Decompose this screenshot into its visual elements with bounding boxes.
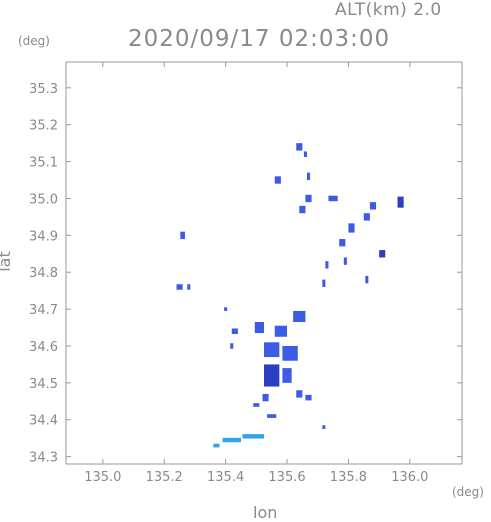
y-tick-label: 34.9 [29,229,58,244]
echo-cell [262,393,269,402]
echo-cell [343,257,347,265]
altitude-label: ALT(km) 2.0 [335,0,442,20]
x-axis-label: lon [253,503,278,522]
echo-cell [306,172,311,181]
plot-border [65,61,463,465]
echo-cell [213,443,220,448]
echo-cell [369,202,377,210]
x-tick-label: 135.0 [84,470,121,485]
echo-cell [322,279,326,287]
echo-cell [296,143,303,151]
x-tick-label: 135.6 [268,470,305,485]
echo-cell [305,194,312,203]
x-tick-label: 135.2 [146,470,183,485]
y-tick-label: 34.4 [29,414,58,429]
tick-layer: 135.0 135.2 135.4 135.6 135.8 136.0 34.3 34.4 34… [29,62,462,485]
echo-cell [325,261,329,269]
x-tick-label: 135.4 [207,470,244,485]
echo-cell [176,284,183,290]
echo-cell [379,250,386,258]
echo-cell [305,394,312,401]
echo-cell [293,310,306,323]
echo-cell [303,151,307,157]
y-axis-unit: (deg) [18,34,50,48]
y-tick-label: 35.3 [29,82,58,97]
x-tick-label: 136.0 [391,470,428,485]
y-tick-label: 34.8 [29,266,58,281]
echo-cell [322,425,326,429]
echo-cell [274,176,281,184]
plot-frame [65,61,463,465]
echo-cell [180,231,185,240]
echo-cell [363,213,370,221]
echo-cell [296,390,303,398]
y-tick-label: 34.5 [29,377,58,392]
echo-cell [231,328,238,334]
x-axis-unit: (deg) [452,485,484,499]
echo-cell [254,322,264,334]
echo-cell [282,368,292,383]
echo-cell [328,195,338,202]
echo-cell [348,223,355,233]
echo-cell [222,437,241,443]
echo-layer [176,143,404,448]
echo-cell [267,414,277,418]
echo-cell [339,239,346,247]
echo-cell [365,275,369,284]
y-tick-label: 34.3 [29,451,58,466]
echo-cell [274,325,288,337]
y-tick-label: 35.1 [29,156,58,171]
echo-cell [230,343,234,349]
echo-cell [299,205,306,214]
echo-cell [253,403,260,407]
y-tick-label: 34.6 [29,340,58,355]
y-tick-label: 35.0 [29,192,58,207]
echo-cell [242,434,264,439]
timestamp-title: 2020/09/17 02:03:00 [128,26,391,52]
echo-cell [264,342,280,358]
echo-cell [187,284,191,290]
y-tick-label: 35.2 [29,119,58,134]
echo-cell [224,307,228,311]
echo-cell [264,364,280,387]
x-tick-label: 135.8 [330,470,367,485]
echo-cell [282,345,298,361]
y-tick-label: 34.7 [29,303,58,318]
echo-cell [397,196,404,208]
